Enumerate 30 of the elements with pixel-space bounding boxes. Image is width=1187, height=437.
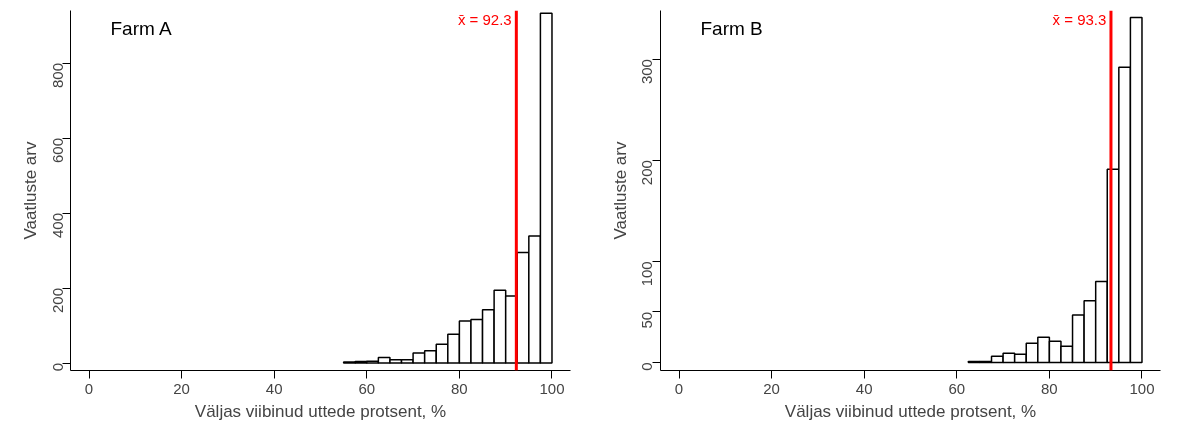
x-tick-label: 80	[451, 379, 468, 397]
x-tick-label: 40	[855, 379, 873, 397]
chart-title: Farm B	[700, 17, 763, 39]
y-tick-label: 0	[48, 363, 66, 372]
y-tick-label: 100	[638, 261, 656, 287]
y-axis-title: Vaatluste arv	[20, 141, 40, 240]
y-tick-label: 300	[638, 59, 656, 85]
y-axis-title: Vaatluste arv	[610, 141, 630, 240]
x-tick-label: 100	[1129, 379, 1155, 397]
ref-line-label: x̄ = 92.3	[457, 10, 512, 28]
x-tick-label: 60	[358, 379, 376, 397]
x-tick-label: 80	[1041, 379, 1058, 397]
y-tick-label: 0	[638, 362, 656, 371]
y-tick-label: 600	[48, 138, 66, 164]
x-tick-label: 20	[173, 379, 190, 397]
y-tick-label: 400	[48, 213, 66, 239]
ref-line-label: x̄ = 93.3	[1052, 10, 1107, 28]
y-tick-label: 50	[638, 311, 656, 329]
x-tick-label: 100	[539, 379, 565, 397]
y-tick-label: 200	[48, 288, 66, 314]
x-axis-title: Väljas viibinud uttede protsent, %	[784, 401, 1037, 421]
x-axis-title: Väljas viibinud uttede protsent, %	[194, 401, 447, 421]
chart-title: Farm A	[110, 17, 173, 39]
x-tick-label: 20	[763, 379, 780, 397]
y-tick-label: 800	[48, 63, 66, 89]
x-tick-label: 0	[674, 379, 684, 397]
x-tick-label: 40	[265, 379, 283, 397]
y-tick-label: 200	[638, 160, 656, 186]
x-tick-label: 60	[948, 379, 966, 397]
x-tick-label: 0	[84, 379, 94, 397]
